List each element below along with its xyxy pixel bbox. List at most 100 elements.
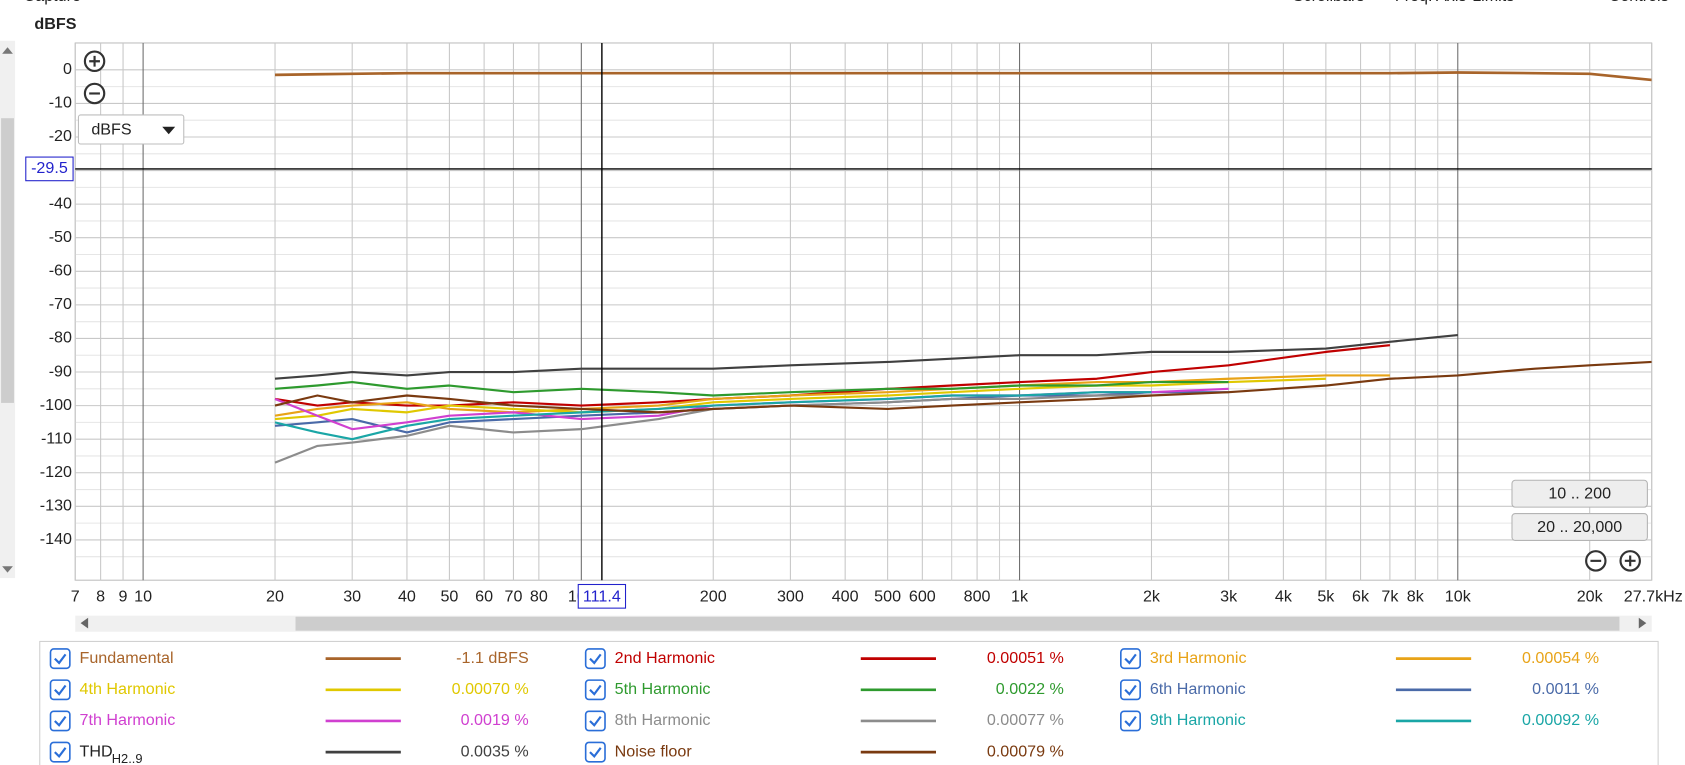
cursor-x-readout: 111.4 <box>583 588 621 606</box>
checkbox-check <box>1124 653 1137 665</box>
cursor-y-box <box>25 156 74 182</box>
zoom-out-x[interactable] <box>1585 550 1607 572</box>
checkbox-box <box>584 648 606 670</box>
legend-readout: -1.1 dBFS <box>456 649 529 667</box>
legend-item: 3rd Harmonic 0.00054 % <box>1120 648 1599 670</box>
legend-name: 2nd Harmonic <box>615 649 715 667</box>
y-tick-label: -10 <box>49 94 72 112</box>
checkbox-box <box>49 648 71 670</box>
x-tick-label: 5k <box>1317 588 1335 606</box>
unit-dropdown[interactable]: dBFS <box>77 114 185 145</box>
cursor-y-readout: -29.5 <box>31 159 68 177</box>
x-tick-label: 9 <box>119 588 128 606</box>
range-button[interactable]: 10 .. 200 <box>1511 479 1648 508</box>
y-tick-label: -110 <box>41 429 72 447</box>
scroll-down[interactable] <box>2 566 13 573</box>
checkbox-box <box>49 679 71 701</box>
v-scroll-thumb[interactable] <box>1 118 14 403</box>
x-tick-label: 3k <box>1220 588 1238 606</box>
y-axis-label: dBFS <box>34 15 76 33</box>
cursor-x-box <box>577 583 627 609</box>
checkbox-check <box>54 716 67 727</box>
checkbox-check <box>54 747 67 759</box>
legend-readout: 0.00051 % <box>987 649 1064 667</box>
checkbox-check <box>589 653 602 665</box>
legend-checkbox[interactable] <box>1120 648 1141 670</box>
x-tick-label: 400 <box>832 588 859 606</box>
legend-checkbox[interactable] <box>584 710 606 732</box>
legend-name: 3rd Harmonic <box>1150 649 1247 667</box>
zoom-in-y[interactable] <box>83 50 106 72</box>
legend-item: 9th Harmonic 0.00092 % <box>1120 710 1599 732</box>
checkbox-check <box>54 684 67 696</box>
toolbar-label[interactable]: Scrollbars <box>1293 0 1365 5</box>
legend-readout: 0.00079 % <box>987 742 1064 760</box>
legend-checkbox[interactable] <box>584 741 606 763</box>
legend-name: 5th Harmonic <box>615 680 711 698</box>
series-line <box>274 360 1652 414</box>
y-tick-label: -40 <box>49 194 72 212</box>
legend-name: 9th Harmonic <box>1150 711 1246 729</box>
x-tick-label: 70 <box>504 588 522 606</box>
legend-checkbox[interactable] <box>49 648 71 670</box>
unit-dropdown-text: dBFS <box>91 120 131 138</box>
zoom-out-y[interactable] <box>83 82 106 105</box>
legend-item: 8th Harmonic 0.00077 % <box>584 710 1064 732</box>
x-tick-label: 40 <box>398 588 416 606</box>
series-line <box>274 394 1152 464</box>
toolbar-label[interactable]: Controls <box>1609 0 1669 5</box>
x-tick-label: 80 <box>530 588 548 606</box>
y-tick-label: -80 <box>49 329 72 347</box>
scroll-right[interactable] <box>1638 617 1647 629</box>
legend-name: Fundamental <box>80 649 174 667</box>
x-tick-label: 20k <box>1577 588 1604 606</box>
x-tick-label: 500 <box>874 588 901 606</box>
y-tick-label: -140 <box>40 530 72 548</box>
legend-readout: 0.0022 % <box>996 680 1064 698</box>
x-tick-label: 20 <box>266 588 284 606</box>
legend-checkbox[interactable] <box>49 741 71 763</box>
legend-readout: 0.00092 % <box>1522 711 1599 729</box>
y-tick-label: -70 <box>49 295 72 313</box>
toolbar-label[interactable]: Freq. Axis <box>1395 0 1467 5</box>
zoom-in-x[interactable] <box>1619 550 1641 572</box>
checkbox-box <box>1120 648 1141 670</box>
x-tick-label: 10k <box>1445 588 1472 606</box>
x-tick-label: 6k <box>1352 588 1370 606</box>
legend-checkbox[interactable] <box>1120 710 1141 732</box>
checkbox-box <box>49 741 71 763</box>
legend-name: Noise floor <box>615 742 693 760</box>
y-tick-label: 0 <box>63 60 72 78</box>
legend-checkbox[interactable] <box>1120 679 1141 701</box>
x-tick-label: 600 <box>909 588 936 606</box>
x-tick-label: 8 <box>96 588 105 606</box>
legend-item: THD H2..9 0.0035 % <box>49 741 529 765</box>
x-tick-label: 7k <box>1381 588 1399 606</box>
legend-panel <box>39 640 1659 765</box>
x-tick-label: 10 <box>134 588 152 606</box>
scroll-up[interactable] <box>2 47 13 54</box>
range-button-text: 10 .. 200 <box>1548 484 1611 502</box>
toolbar-label[interactable]: Limits <box>1472 0 1514 5</box>
legend-readout: 0.00077 % <box>987 711 1064 729</box>
series-line <box>274 71 1652 82</box>
x-tick-label: 50 <box>440 588 458 606</box>
legend-item: 5th Harmonic 0.0022 % <box>584 679 1064 701</box>
checkbox-box <box>49 710 71 732</box>
series-line <box>274 377 1326 421</box>
legend-checkbox[interactable] <box>49 710 71 732</box>
legend-checkbox[interactable] <box>584 648 606 670</box>
y-tick-label: -120 <box>40 463 72 481</box>
toolbar-label[interactable]: Capture <box>24 0 81 5</box>
x-tick-label: 2k <box>1143 588 1161 606</box>
legend-readout: 0.0019 % <box>461 711 529 729</box>
scroll-left[interactable] <box>80 617 89 629</box>
plot-area <box>74 42 1653 581</box>
checkbox-box <box>584 710 606 732</box>
legend-checkbox[interactable] <box>584 679 606 701</box>
y-tick-label: -60 <box>49 262 72 280</box>
legend-checkbox[interactable] <box>49 679 71 701</box>
h-scroll-thumb[interactable] <box>295 616 1620 631</box>
range-button[interactable]: 20 .. 20,000 <box>1511 513 1648 541</box>
